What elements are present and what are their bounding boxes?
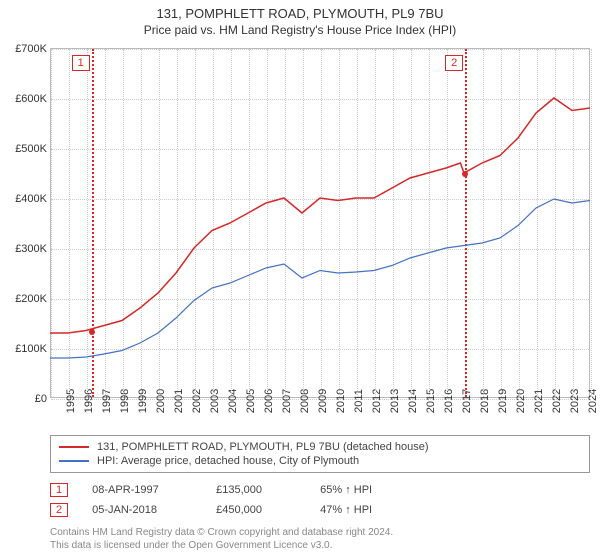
legend-label: HPI: Average price, detached house, City…: [97, 455, 359, 467]
legend-row: HPI: Average price, detached house, City…: [59, 454, 581, 468]
event-number-box: 2: [50, 503, 68, 517]
ytick-label: £400K: [15, 193, 47, 205]
ytick-label: £500K: [15, 143, 47, 155]
gridline-v: [591, 49, 592, 397]
event-hpi-relative: 65% ↑ HPI: [320, 484, 372, 496]
page-subtitle: Price paid vs. HM Land Registry's House …: [0, 23, 600, 37]
legend: 131, POMPHLETT ROAD, PLYMOUTH, PL9 7BU (…: [50, 435, 590, 473]
event-detail-row: 2 05-JAN-2018 £450,000 47% ↑ HPI: [50, 500, 590, 520]
event-price: £135,000: [216, 484, 296, 496]
footer: 1 08-APR-1997 £135,000 65% ↑ HPI 2 05-JAN-201…: [50, 480, 590, 552]
series-line: [50, 199, 590, 358]
xtick-label: 2025: [591, 389, 600, 413]
legend-swatch: [59, 446, 89, 448]
copyright-line1: Contains HM Land Registry data © Crown c…: [50, 526, 590, 539]
event-date: 08-APR-1997: [92, 484, 192, 496]
event-detail-row: 1 08-APR-1997 £135,000 65% ↑ HPI: [50, 480, 590, 500]
ytick-label: £200K: [15, 293, 47, 305]
page-title: 131, POMPHLETT ROAD, PLYMOUTH, PL9 7BU: [0, 0, 600, 21]
chart: £0£100K£200K£300K£400K£500K£600K£700K199…: [50, 48, 590, 398]
ytick-label: £700K: [15, 43, 47, 55]
legend-swatch: [59, 460, 89, 462]
legend-label: 131, POMPHLETT ROAD, PLYMOUTH, PL9 7BU (…: [97, 441, 429, 453]
ytick-label: £100K: [15, 343, 47, 355]
copyright-line2: This data is licensed under the Open Gov…: [50, 539, 590, 552]
ytick-label: £300K: [15, 243, 47, 255]
event-date: 05-JAN-2018: [92, 504, 192, 516]
chart-lines: [50, 48, 590, 398]
series-line: [50, 98, 590, 333]
legend-row: 131, POMPHLETT ROAD, PLYMOUTH, PL9 7BU (…: [59, 440, 581, 454]
copyright: Contains HM Land Registry data © Crown c…: [50, 526, 590, 552]
ytick-label: £0: [35, 393, 47, 405]
event-price: £450,000: [216, 504, 296, 516]
event-number-box: 1: [50, 483, 68, 497]
event-hpi-relative: 47% ↑ HPI: [320, 504, 372, 516]
ytick-label: £600K: [15, 93, 47, 105]
